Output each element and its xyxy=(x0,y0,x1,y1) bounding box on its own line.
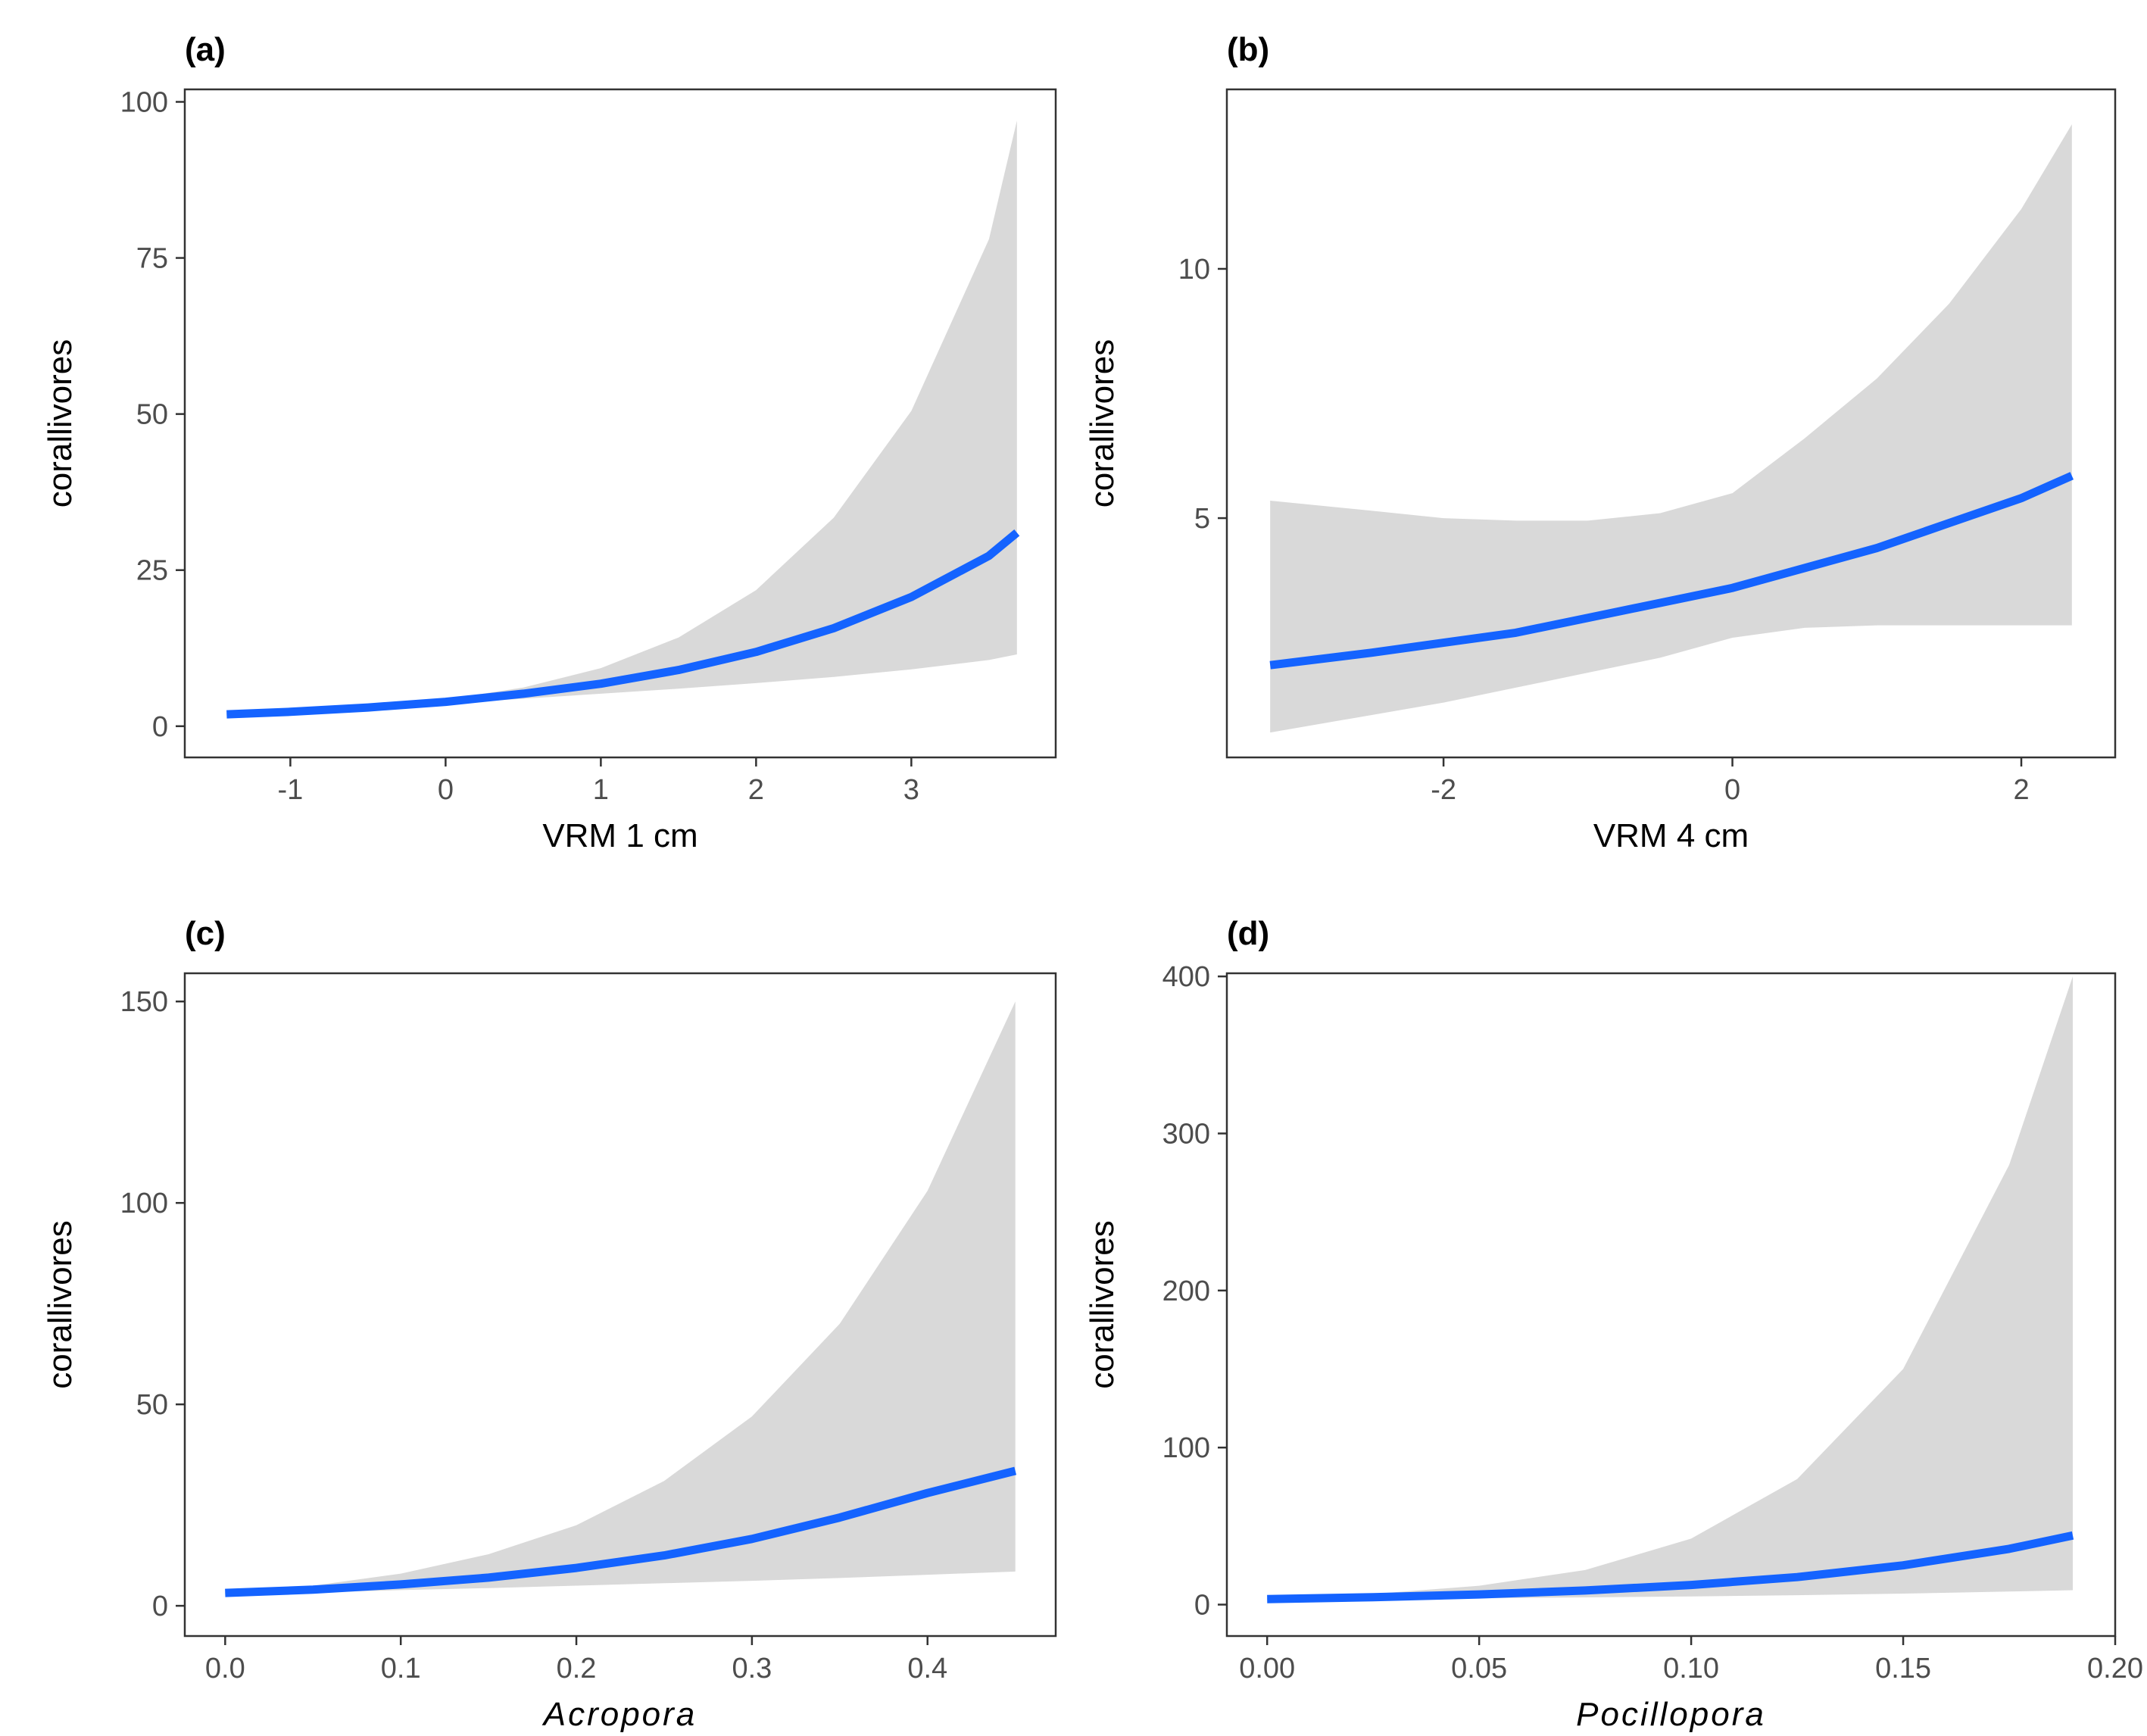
fitted-line xyxy=(1267,1531,2074,1603)
fitted-line xyxy=(225,1466,1017,1597)
y-tick-label: 150 xyxy=(120,986,168,1018)
panel-label: (b) xyxy=(1227,31,1269,68)
x-tick-label: 0.3 xyxy=(732,1653,772,1684)
y-tick-label: 100 xyxy=(120,86,168,118)
x-tick-label: 0.0 xyxy=(205,1653,245,1684)
fitted-line xyxy=(226,529,1020,719)
y-tick-label: 400 xyxy=(1162,961,1210,993)
panel-b: (b) -2 0 2 5 10 VRM 4 cm corallivores xyxy=(1084,31,2117,854)
fitted-line xyxy=(1269,472,2074,670)
x-tick-label: 2 xyxy=(748,774,764,806)
x-tick-label: 1 xyxy=(593,774,609,806)
y-tick-label: 50 xyxy=(136,1389,168,1421)
y-tick-label: 0 xyxy=(1194,1590,1210,1622)
confidence-ribbon xyxy=(1267,976,2073,1600)
panel-label: (d) xyxy=(1227,915,1269,952)
x-tick-label: 3 xyxy=(903,774,919,806)
panel-border xyxy=(1225,88,2117,759)
panel-label: (c) xyxy=(185,915,226,952)
y-tick-label: 0 xyxy=(152,1591,168,1622)
x-tick-label: -2 xyxy=(1431,774,1456,806)
panel-a: (a) -1 0 1 2 3 0 25 50 75 100 VRM 1 cm corallivores xyxy=(42,31,1057,854)
y-tick-label: 300 xyxy=(1162,1118,1210,1150)
confidence-ribbon xyxy=(226,120,1017,716)
y-tick-label: 100 xyxy=(1162,1432,1210,1464)
y-tick-label: 5 xyxy=(1194,503,1210,535)
x-axis-title: VRM 4 cm xyxy=(1593,817,1749,854)
y-tick-label: 25 xyxy=(136,555,168,587)
y-axis-title: corallivores xyxy=(1084,1220,1121,1389)
y-tick-label: 50 xyxy=(136,399,168,431)
y-axis-title: corallivores xyxy=(1084,339,1121,508)
x-tick-label: 0.2 xyxy=(557,1653,597,1684)
panel-border xyxy=(183,88,1057,759)
y-tick-label: 0 xyxy=(152,711,168,743)
x-tick-label: 0.10 xyxy=(1663,1653,1719,1684)
x-tick-label: -1 xyxy=(277,774,303,806)
panel-label: (a) xyxy=(185,31,226,68)
y-axis-title: corallivores xyxy=(42,339,79,508)
x-tick-label: 0.05 xyxy=(1451,1653,1507,1684)
x-axis-title: VRM 1 cm xyxy=(542,817,697,854)
x-tick-label: 0.20 xyxy=(2087,1653,2143,1684)
y-tick-label: 200 xyxy=(1162,1275,1210,1307)
y-tick-label: 100 xyxy=(120,1188,168,1219)
x-tick-label: 0.4 xyxy=(907,1653,947,1684)
x-tick-label: 0.00 xyxy=(1239,1653,1295,1684)
y-tick-label: 10 xyxy=(1178,254,1210,286)
confidence-ribbon xyxy=(1270,124,2072,733)
panel-border xyxy=(183,972,1057,1638)
y-tick-label: 75 xyxy=(136,243,168,275)
confidence-ribbon xyxy=(225,1001,1016,1595)
x-tick-label: 0 xyxy=(1724,774,1740,806)
y-axis-title: corallivores xyxy=(42,1220,79,1389)
panel-border xyxy=(1225,972,2117,1638)
x-tick-label: 0.15 xyxy=(1875,1653,1931,1684)
x-tick-label: 2 xyxy=(2013,774,2029,806)
x-axis-title: Pocillopora xyxy=(1576,1696,1766,1733)
panel-d: (d) 0.00 0.05 0.10 0.15 0.20 0 100 200 300 400 Poci… xyxy=(1084,915,2143,1733)
x-tick-label: 0.1 xyxy=(381,1653,421,1684)
x-tick-label: 0 xyxy=(438,774,454,806)
x-axis-title: Acropora xyxy=(541,1696,697,1733)
panel-c: (c) 0.0 0.1 0.2 0.3 0.4 0 50 100 150 Acropora coral… xyxy=(42,915,1057,1733)
